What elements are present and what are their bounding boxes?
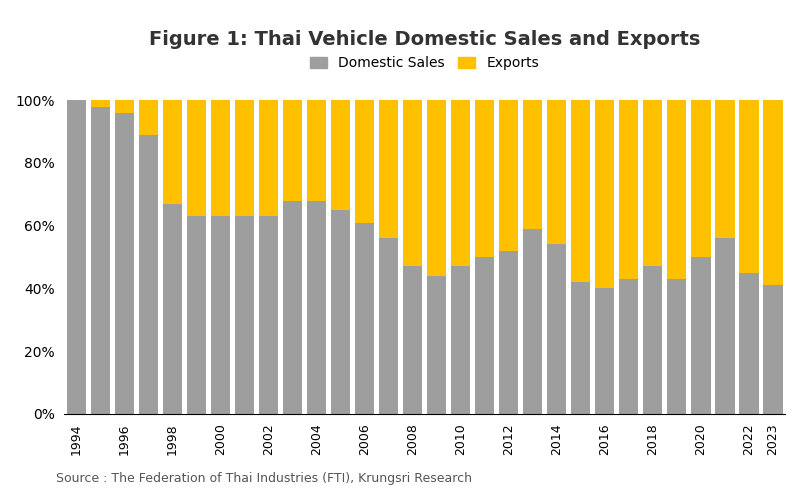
Bar xyxy=(114,113,134,414)
Bar xyxy=(499,251,518,414)
Bar xyxy=(331,210,350,414)
Bar xyxy=(571,282,590,414)
Bar xyxy=(763,285,782,414)
Bar xyxy=(451,100,470,267)
Bar xyxy=(715,238,734,414)
Bar xyxy=(691,100,710,257)
Bar xyxy=(499,100,518,251)
Title: Figure 1: Thai Vehicle Domestic Sales and Exports: Figure 1: Thai Vehicle Domestic Sales an… xyxy=(149,30,700,49)
Bar xyxy=(259,216,278,414)
Bar xyxy=(379,100,398,238)
Bar xyxy=(739,100,758,273)
Bar xyxy=(162,204,182,414)
Bar xyxy=(619,100,638,279)
Bar xyxy=(307,100,326,200)
Bar xyxy=(427,100,446,276)
Bar xyxy=(162,100,182,204)
Bar xyxy=(307,200,326,414)
Bar xyxy=(235,216,254,414)
Bar xyxy=(595,289,614,414)
Bar xyxy=(763,100,782,285)
Bar xyxy=(427,276,446,414)
Bar xyxy=(547,245,566,414)
Bar xyxy=(186,216,206,414)
Bar xyxy=(643,267,662,414)
Bar xyxy=(403,267,422,414)
Bar xyxy=(138,135,158,414)
Text: Source : The Federation of Thai Industries (FTI), Krungsri Research: Source : The Federation of Thai Industri… xyxy=(56,472,472,485)
Bar xyxy=(595,100,614,289)
Bar xyxy=(138,100,158,135)
Bar xyxy=(283,200,302,414)
Bar xyxy=(523,229,542,414)
Bar xyxy=(715,100,734,238)
Bar xyxy=(667,100,686,279)
Bar xyxy=(451,267,470,414)
Bar xyxy=(643,100,662,267)
Bar xyxy=(571,100,590,282)
Bar xyxy=(114,100,134,113)
Bar xyxy=(739,273,758,414)
Bar xyxy=(210,100,230,216)
Bar xyxy=(475,100,494,257)
Bar xyxy=(90,100,110,106)
Bar xyxy=(379,238,398,414)
Bar xyxy=(210,216,230,414)
Bar xyxy=(667,279,686,414)
Bar xyxy=(259,100,278,216)
Bar xyxy=(523,100,542,229)
Bar xyxy=(186,100,206,216)
Bar xyxy=(475,257,494,414)
Bar xyxy=(355,222,374,414)
Bar xyxy=(403,100,422,267)
Legend: Domestic Sales, Exports: Domestic Sales, Exports xyxy=(305,51,545,76)
Bar xyxy=(235,100,254,216)
Bar xyxy=(331,100,350,210)
Bar xyxy=(283,100,302,200)
Bar xyxy=(547,100,566,245)
Bar xyxy=(619,279,638,414)
Bar xyxy=(90,106,110,414)
Bar xyxy=(355,100,374,222)
Bar xyxy=(66,100,86,414)
Bar xyxy=(691,257,710,414)
